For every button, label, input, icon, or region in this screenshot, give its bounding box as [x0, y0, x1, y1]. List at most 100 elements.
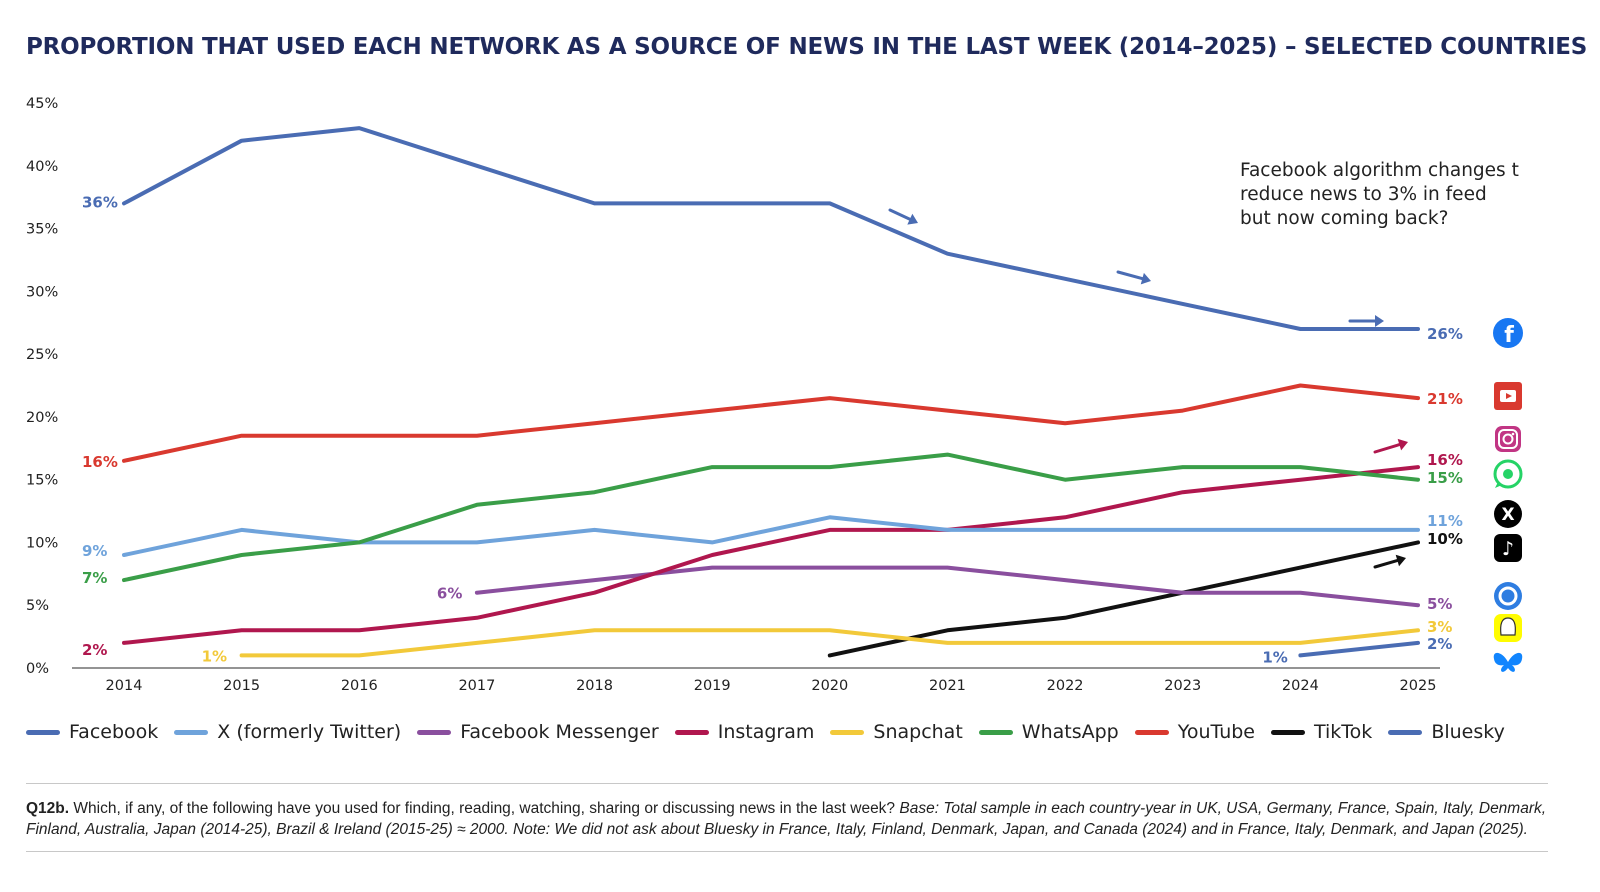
x-tick-label: 2019: [694, 678, 731, 694]
legend-label: Facebook: [69, 721, 159, 743]
legend-swatch: [978, 729, 1013, 735]
end-label-snapchat: 3%: [1427, 618, 1452, 636]
legend-label: YouTube: [1177, 721, 1255, 743]
facebook-icon: f: [1493, 318, 1523, 348]
series-line-youtube: [122, 383, 1420, 463]
x-tick-label: 2018: [576, 678, 613, 694]
footnote-base: Base: Total sample in each country-year …: [26, 800, 1547, 838]
tiktok-up-arrow: [1373, 554, 1406, 569]
legend-label: Instagram: [717, 721, 815, 743]
start-label-youtube: 16%: [82, 453, 118, 471]
y-tick-label: 10%: [26, 535, 58, 551]
footnote-question: Which, if any, of the following have you…: [73, 800, 896, 817]
chart-title: PROPORTION THAT USED EACH NETWORK AS A S…: [26, 34, 1588, 60]
series-line-facebook: [122, 126, 1420, 331]
svg-text:♪: ♪: [1502, 538, 1514, 560]
legend-item-youtube: YouTube: [1134, 721, 1255, 743]
y-tick-label: 35%: [26, 222, 58, 238]
x-tick-label: 2016: [341, 678, 378, 694]
legend-item-twitter: X (formerly Twitter): [174, 721, 401, 743]
x-tick-label: 2025: [1400, 678, 1437, 694]
end-label-instagram: 16%: [1427, 451, 1463, 469]
x-tick-label: 2015: [223, 678, 260, 694]
series-line-whatsapp: [122, 452, 1420, 583]
legend-item-snapchat: Snapchat: [830, 721, 963, 743]
annotation-line: but now coming back?: [1240, 208, 1448, 229]
facebook-flat-arrow: [1348, 315, 1384, 327]
legend-swatch: [26, 729, 60, 735]
bluesky-icon: [1493, 652, 1523, 672]
whatsapp-icon: [1493, 459, 1523, 489]
start-label-facebook: 36%: [82, 193, 118, 211]
footnote: Q12b. Which, if any, of the following ha…: [26, 798, 1556, 840]
start-label-bluesky: 1%: [1262, 648, 1287, 666]
x-tick-label: 2024: [1282, 678, 1319, 694]
end-label-twitter: 11%: [1427, 512, 1463, 530]
end-label-bluesky: 2%: [1427, 635, 1452, 653]
line-chart: 2014 2015 2016 2017 2018 2019 2020 2021 2022 2023…: [26, 96, 1523, 694]
x-tick-label: 2017: [458, 678, 495, 694]
start-label-instagram: 2%: [82, 641, 107, 659]
legend-item-messenger: Facebook Messenger: [417, 721, 659, 743]
instagram-up-arrow: [1373, 438, 1408, 454]
divider-bottom: [26, 851, 1548, 852]
annotation-line: Facebook algorithm changes t: [1240, 160, 1519, 181]
legend-label: X (formerly Twitter): [217, 721, 402, 743]
start-label-whatsapp: 7%: [82, 569, 107, 587]
y-tick-label: 45%: [26, 96, 58, 112]
start-label-messenger: 6%: [437, 585, 462, 603]
series-line-twitter: [122, 515, 1420, 557]
svg-text:f: f: [1504, 323, 1514, 348]
series-line-tiktok: [827, 540, 1420, 658]
legend-label: Facebook Messenger: [460, 721, 659, 743]
end-label-messenger: 5%: [1427, 595, 1452, 613]
end-label-whatsapp: 15%: [1427, 469, 1463, 487]
legend-label: Bluesky: [1431, 721, 1505, 743]
footnote-question-id: Q12b.: [26, 800, 70, 817]
y-tick-label: 5%: [26, 598, 49, 614]
legend-label: Snapchat: [873, 721, 963, 743]
legend-swatch: [417, 729, 452, 735]
messenger-icon: [1494, 582, 1522, 610]
legend-label: WhatsApp: [1021, 721, 1119, 743]
series-line-messenger: [474, 565, 1420, 608]
series-line-bluesky: [1298, 640, 1420, 658]
facebook-down-arrow: [888, 208, 918, 225]
y-tick-label: 40%: [26, 159, 58, 175]
y-tick-label: 0%: [26, 661, 49, 677]
legend-swatch: [674, 729, 709, 735]
youtube-icon: [1494, 382, 1522, 410]
x-tick-label: 2023: [1164, 678, 1201, 694]
end-label-tiktok: 10%: [1427, 530, 1463, 548]
series-line-instagram: [122, 465, 1420, 645]
series-line-snapchat: [239, 628, 1420, 658]
start-label-snapchat: 1%: [202, 647, 227, 665]
legend-label: TikTok: [1314, 721, 1373, 743]
legend-item-whatsapp: WhatsApp: [978, 721, 1119, 743]
annotation-line: reduce news to 3% in feed: [1240, 184, 1487, 205]
svg-text:X: X: [1501, 505, 1514, 525]
x-tick-label: 2021: [929, 678, 966, 694]
start-label-twitter: 9%: [82, 542, 107, 560]
end-label-facebook: 26%: [1427, 325, 1463, 343]
legend-item-tiktok: TikTok: [1271, 721, 1372, 743]
legend-item-facebook: Facebook: [26, 721, 158, 743]
x-icon: X: [1494, 500, 1522, 528]
end-label-youtube: 21%: [1427, 390, 1463, 408]
snapchat-icon: [1494, 614, 1522, 642]
x-tick-label: 2022: [1047, 678, 1084, 694]
tiktok-icon: ♪: [1494, 534, 1522, 562]
legend-swatch: [174, 729, 209, 735]
x-tick-label: 2020: [811, 678, 848, 694]
y-tick-label: 20%: [26, 410, 58, 426]
legend-swatch: [1388, 729, 1423, 735]
instagram-icon: [1495, 426, 1521, 452]
divider-top: [26, 783, 1548, 784]
legend-swatch: [1134, 729, 1169, 735]
y-tick-label: 25%: [26, 347, 58, 363]
x-tick-label: 2014: [106, 678, 143, 694]
legend-item-instagram: Instagram: [674, 721, 815, 743]
legend-swatch: [830, 729, 865, 735]
facebook-slowing-arrow: [1116, 270, 1151, 285]
legend-swatch: [1271, 729, 1305, 735]
